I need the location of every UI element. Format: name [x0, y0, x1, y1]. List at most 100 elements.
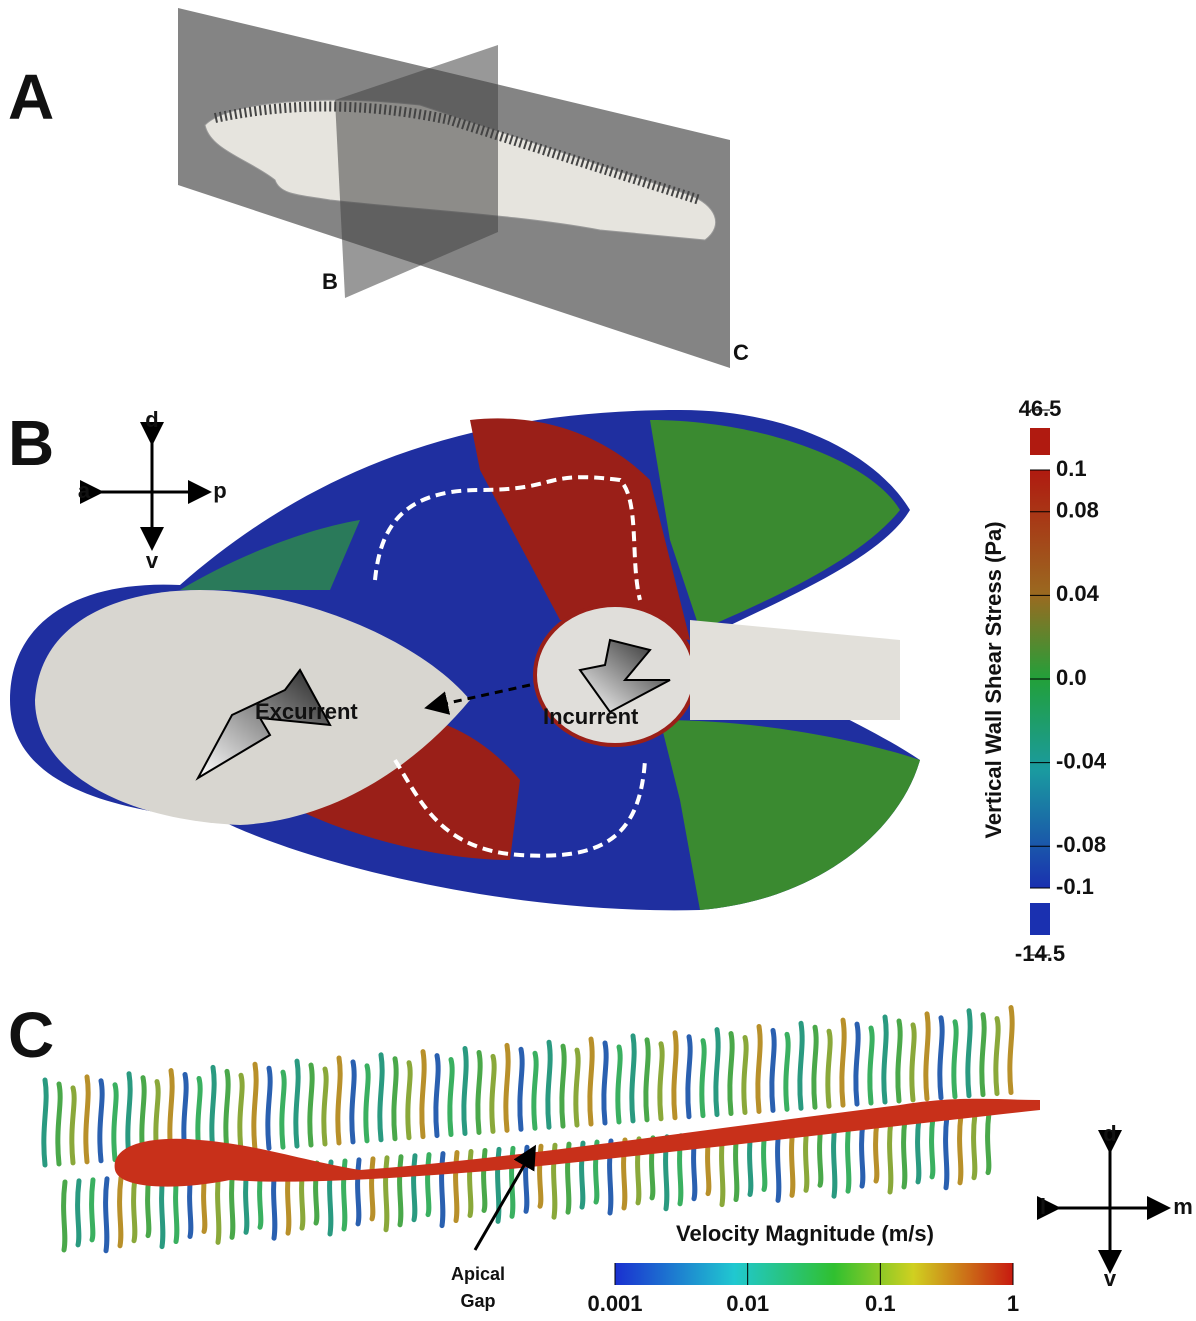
- filament: [120, 1178, 121, 1246]
- filament: [918, 1118, 919, 1182]
- filament: [58, 1084, 60, 1164]
- filament: [982, 1015, 984, 1095]
- filament: [64, 1182, 65, 1250]
- panel-label: A: [8, 61, 54, 133]
- filament: [450, 1060, 452, 1135]
- filament: [106, 1179, 107, 1251]
- filament: [240, 1075, 242, 1150]
- tick-label: 0.1: [1056, 456, 1087, 481]
- filament: [100, 1081, 102, 1161]
- filament: [646, 1040, 648, 1120]
- filament: [786, 1034, 788, 1109]
- compass-label: m: [1173, 1194, 1193, 1219]
- colorbar-extension: [1030, 428, 1050, 455]
- filament: [674, 1033, 676, 1118]
- filament: [92, 1180, 93, 1240]
- colorbar-title: Velocity Magnitude (m/s): [676, 1221, 934, 1246]
- compass: [1055, 1148, 1165, 1268]
- filament: [414, 1156, 415, 1220]
- plane-label: C: [733, 340, 749, 365]
- annotation: Gap: [460, 1291, 495, 1311]
- filament: [954, 1022, 956, 1097]
- filament: [492, 1056, 494, 1131]
- filament: [548, 1042, 550, 1127]
- filament: [366, 1066, 368, 1141]
- panel-a: A B C: [8, 8, 749, 368]
- filament: [590, 1039, 592, 1124]
- filament: [940, 1018, 942, 1098]
- filament: [876, 1121, 877, 1181]
- filament: [702, 1041, 704, 1116]
- filament: [730, 1034, 732, 1114]
- filament: [960, 1115, 961, 1183]
- filament: [904, 1119, 905, 1187]
- plane-label: B: [322, 269, 338, 294]
- tick-label: 0.1: [865, 1291, 896, 1316]
- filament: [422, 1052, 424, 1137]
- tick-label: -0.04: [1056, 748, 1107, 773]
- colorbar-extension: [1030, 903, 1050, 935]
- filament: [428, 1155, 429, 1215]
- tick-label: 1: [1007, 1291, 1019, 1316]
- filament: [800, 1023, 802, 1108]
- annotation: Apical: [451, 1264, 505, 1284]
- filament: [618, 1047, 620, 1122]
- filament: [72, 1088, 74, 1163]
- filament: [716, 1030, 718, 1115]
- filament: [926, 1014, 928, 1099]
- filament: [380, 1055, 382, 1140]
- filament: [464, 1049, 466, 1134]
- filament: [520, 1049, 522, 1129]
- filament: [506, 1045, 508, 1130]
- filament: [1010, 1008, 1012, 1093]
- compass-label: l: [1040, 1194, 1046, 1219]
- filament: [758, 1026, 760, 1111]
- tick-label: 0.08: [1056, 498, 1099, 523]
- filament: [372, 1159, 373, 1219]
- filament: [352, 1062, 354, 1142]
- tick-label: 0.01: [726, 1291, 769, 1316]
- filament: [974, 1114, 975, 1178]
- filament: [254, 1064, 256, 1149]
- filament: [134, 1177, 135, 1241]
- tick-label: 0.04: [1056, 581, 1100, 606]
- filament: [968, 1011, 970, 1096]
- filament: [338, 1058, 340, 1143]
- tick-label: 0.001: [587, 1291, 642, 1316]
- compass: [98, 440, 206, 545]
- lamellae: [690, 620, 900, 720]
- filament: [86, 1077, 88, 1162]
- filament: [870, 1028, 872, 1103]
- figure: A B C Excurrent Incurrent B d a p v Vert…: [0, 0, 1196, 1316]
- filament: [576, 1050, 578, 1125]
- compass-label: p: [213, 478, 226, 503]
- filament: [394, 1059, 396, 1139]
- filament: [212, 1067, 214, 1152]
- filament: [814, 1027, 816, 1107]
- filament: [78, 1181, 79, 1245]
- filament: [310, 1065, 312, 1145]
- filament: [834, 1124, 835, 1196]
- colorbar-title: Vertical Wall Shear Stress (Pa): [981, 521, 1006, 838]
- panel-b: Excurrent Incurrent B d a p v Vertical W…: [8, 396, 1107, 966]
- filament: [128, 1074, 130, 1159]
- filament: [660, 1044, 662, 1119]
- filament: [946, 1116, 947, 1188]
- filament: [534, 1053, 536, 1128]
- filament: [358, 1160, 359, 1224]
- filament: [562, 1046, 564, 1126]
- panel-c: C Apical Gap d l m v Velocity Magnitude …: [8, 999, 1193, 1316]
- filament: [856, 1024, 858, 1104]
- tick-label: -0.08: [1056, 832, 1106, 857]
- filament: [268, 1068, 270, 1148]
- filament: [772, 1030, 774, 1110]
- compass-label: v: [1104, 1266, 1117, 1291]
- filament: [848, 1123, 849, 1191]
- compass-label: v: [146, 548, 159, 573]
- filament: [226, 1071, 228, 1151]
- filament: [842, 1020, 844, 1105]
- filament: [744, 1038, 746, 1113]
- filament: [296, 1061, 298, 1146]
- filament: [282, 1072, 284, 1147]
- filament: [828, 1031, 830, 1106]
